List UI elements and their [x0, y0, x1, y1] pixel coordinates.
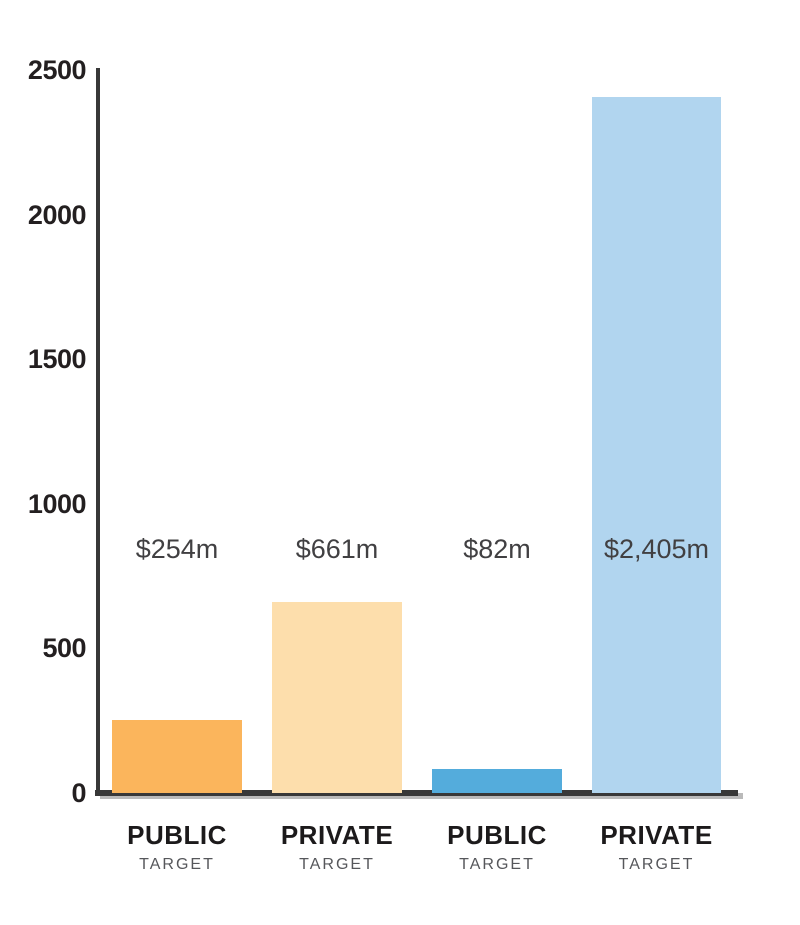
y-tick-label: 1500	[27, 344, 87, 375]
x-category-label: PRIVATE	[280, 820, 394, 850]
y-axis-line	[96, 68, 100, 795]
bar-value-label: $661m	[295, 534, 379, 564]
x-category-label: PRIVATE	[600, 820, 713, 850]
x-category-label: PUBLIC	[127, 820, 227, 850]
bar-value-label: $2,405m	[603, 534, 710, 564]
x-subcategory-label: TARGET	[618, 856, 695, 873]
x-axis-line	[95, 790, 738, 796]
bar-public-1	[112, 719, 242, 793]
x-subcategory-label: TARGET	[459, 856, 535, 873]
x-category-label: PUBLIC	[447, 820, 547, 850]
y-tick-label: 0	[71, 778, 86, 808]
x-subcategory-label: TARGET	[139, 856, 215, 873]
bar-private-4	[592, 97, 721, 793]
y-tick-label: 500	[42, 633, 86, 664]
y-tick-label: 2000	[27, 199, 87, 230]
bar-value-label: $82m	[463, 534, 531, 564]
bar-private-2	[272, 601, 402, 793]
bar-public-3	[432, 769, 562, 793]
x-subcategory-label: TARGET	[299, 856, 375, 873]
y-tick-label: 2500	[27, 55, 87, 85]
bar-value-label: $254m	[135, 534, 219, 564]
y-tick-label: 1000	[27, 488, 87, 519]
